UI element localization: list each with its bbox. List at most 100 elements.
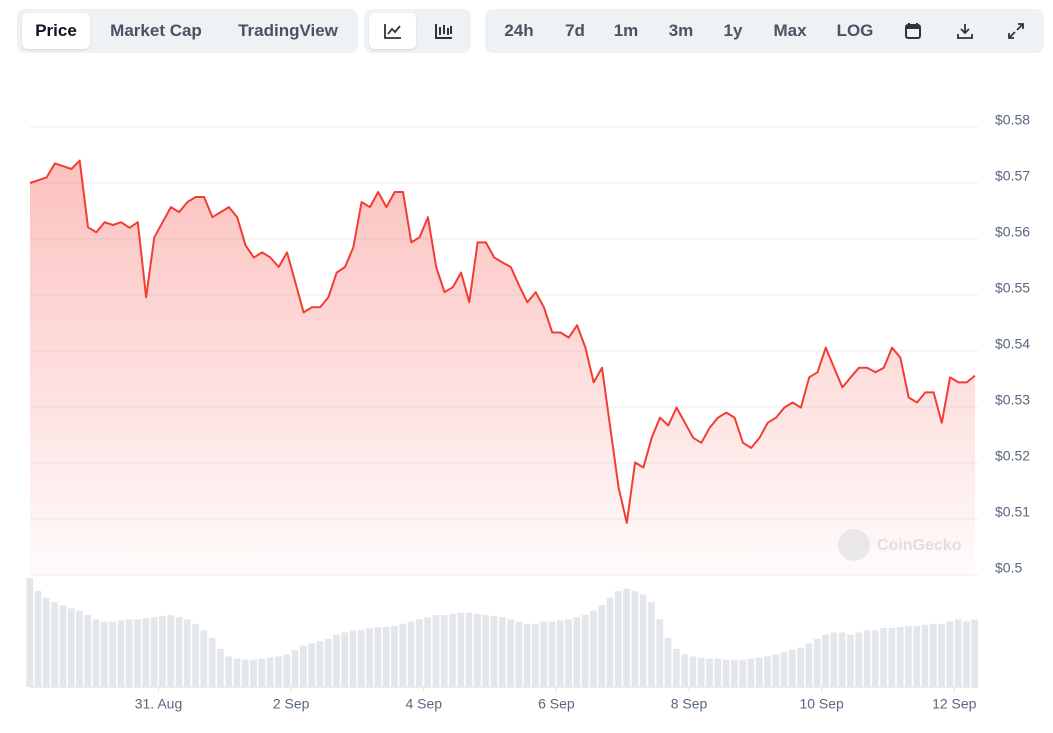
x-tick-label: 12 Sep	[932, 696, 977, 712]
volume-bar	[929, 623, 937, 687]
volume-bar	[283, 654, 291, 687]
volume-bar	[200, 630, 208, 687]
volume-bar	[871, 630, 879, 687]
volume-bar	[905, 625, 912, 687]
candlestick-button[interactable]	[420, 13, 467, 49]
tab-tradingview[interactable]: TradingView	[238, 21, 338, 40]
volume-bar	[175, 617, 183, 687]
volume-bar	[291, 649, 299, 687]
volume-bar	[117, 620, 125, 687]
volume-bar	[598, 605, 606, 687]
range-button[interactable]: Max	[773, 21, 807, 40]
volume-bar	[639, 594, 647, 687]
volume-bar	[159, 616, 166, 687]
volume-bar	[747, 658, 755, 687]
volume-bar	[896, 627, 904, 687]
volume-bar	[772, 654, 780, 687]
volume-bar	[357, 630, 365, 687]
log-button[interactable]: LOG	[836, 21, 874, 40]
volume-bar	[590, 610, 597, 687]
volume-bar	[855, 632, 863, 687]
volume-bar	[308, 643, 315, 687]
volume-bar	[59, 605, 67, 687]
tab-price[interactable]: Price	[22, 13, 90, 49]
volume-bar	[722, 659, 730, 687]
volume-bar	[275, 656, 282, 687]
line-chart-button[interactable]	[369, 13, 416, 49]
volume-bar	[681, 654, 688, 687]
watermark-logo	[838, 529, 870, 561]
volume-bar	[183, 619, 191, 687]
range-button[interactable]: 1y	[723, 21, 743, 40]
volume-bar	[34, 591, 42, 687]
range-button[interactable]: 1m	[613, 21, 639, 40]
volume-bar	[515, 621, 523, 687]
volume-bar	[880, 628, 887, 687]
volume-bar	[415, 619, 423, 687]
range-button[interactable]: 24h	[504, 21, 534, 40]
volume-bar	[847, 634, 854, 687]
volume-bar	[565, 619, 572, 687]
volume-bar	[84, 615, 92, 687]
chart-type-tabs	[364, 9, 471, 53]
volume-bar	[432, 615, 440, 687]
volume-bar	[233, 658, 241, 687]
download-button[interactable]	[949, 13, 981, 49]
y-tick-label: $0.56	[995, 224, 1030, 240]
volume-bar	[921, 624, 929, 687]
volume-bar	[730, 659, 738, 687]
volume-bar	[374, 627, 382, 687]
calendar-icon	[905, 23, 921, 39]
volume-bar	[407, 621, 415, 687]
range-tabs: 24h 7d 1m 3m 1y Max LOG	[485, 9, 1044, 53]
volume-bar	[573, 617, 581, 687]
range-button[interactable]: 7d	[565, 21, 585, 40]
volume-bar	[449, 613, 456, 687]
volume-bar	[780, 652, 788, 687]
volume-bar	[581, 615, 589, 687]
volume-bar	[672, 648, 680, 687]
watermark-text: CoinGecko	[877, 537, 962, 554]
volume-bar	[92, 619, 100, 687]
volume-bar	[714, 658, 722, 687]
volume-bar	[67, 608, 75, 687]
volume-bar	[606, 597, 614, 687]
range-button[interactable]: 3m	[668, 21, 694, 40]
volume-bar	[739, 659, 747, 687]
calendar-button[interactable]	[897, 13, 929, 49]
volume-bar	[100, 621, 108, 687]
volume-bar	[316, 641, 324, 687]
y-tick-label: $0.52	[995, 448, 1030, 464]
download-icon	[957, 24, 973, 39]
volume-bar	[192, 623, 199, 687]
volume-bar	[623, 588, 630, 687]
volume-bar	[241, 659, 249, 687]
volume-bar	[341, 632, 349, 687]
line-icon	[383, 24, 401, 39]
volume-bar	[465, 612, 473, 687]
volume-bar	[888, 628, 896, 687]
volume-bar	[805, 643, 813, 687]
volume-bar	[76, 610, 83, 687]
volume-bar	[474, 613, 481, 687]
volume-bar	[614, 591, 622, 687]
volume-bar	[150, 617, 158, 687]
volume-bar	[440, 615, 448, 687]
volume-bar	[689, 656, 697, 687]
volume-bar	[299, 645, 307, 687]
volume-bar	[838, 632, 846, 687]
volume-bar	[963, 621, 970, 687]
y-tick-label: $0.58	[995, 112, 1030, 128]
view-tabs: Price Market Cap TradingView	[17, 9, 358, 53]
watermark: CoinGecko	[838, 529, 962, 561]
volume-bar	[706, 658, 713, 687]
x-tick-label: 8 Sep	[671, 696, 708, 712]
volume-bar	[938, 623, 945, 687]
volume-bar	[507, 619, 514, 687]
volume-bar	[789, 649, 796, 687]
volume-bar	[540, 621, 548, 687]
expand-icon	[1008, 23, 1024, 39]
fullscreen-button[interactable]	[1000, 13, 1032, 49]
tab-market-cap[interactable]: Market Cap	[110, 21, 202, 40]
